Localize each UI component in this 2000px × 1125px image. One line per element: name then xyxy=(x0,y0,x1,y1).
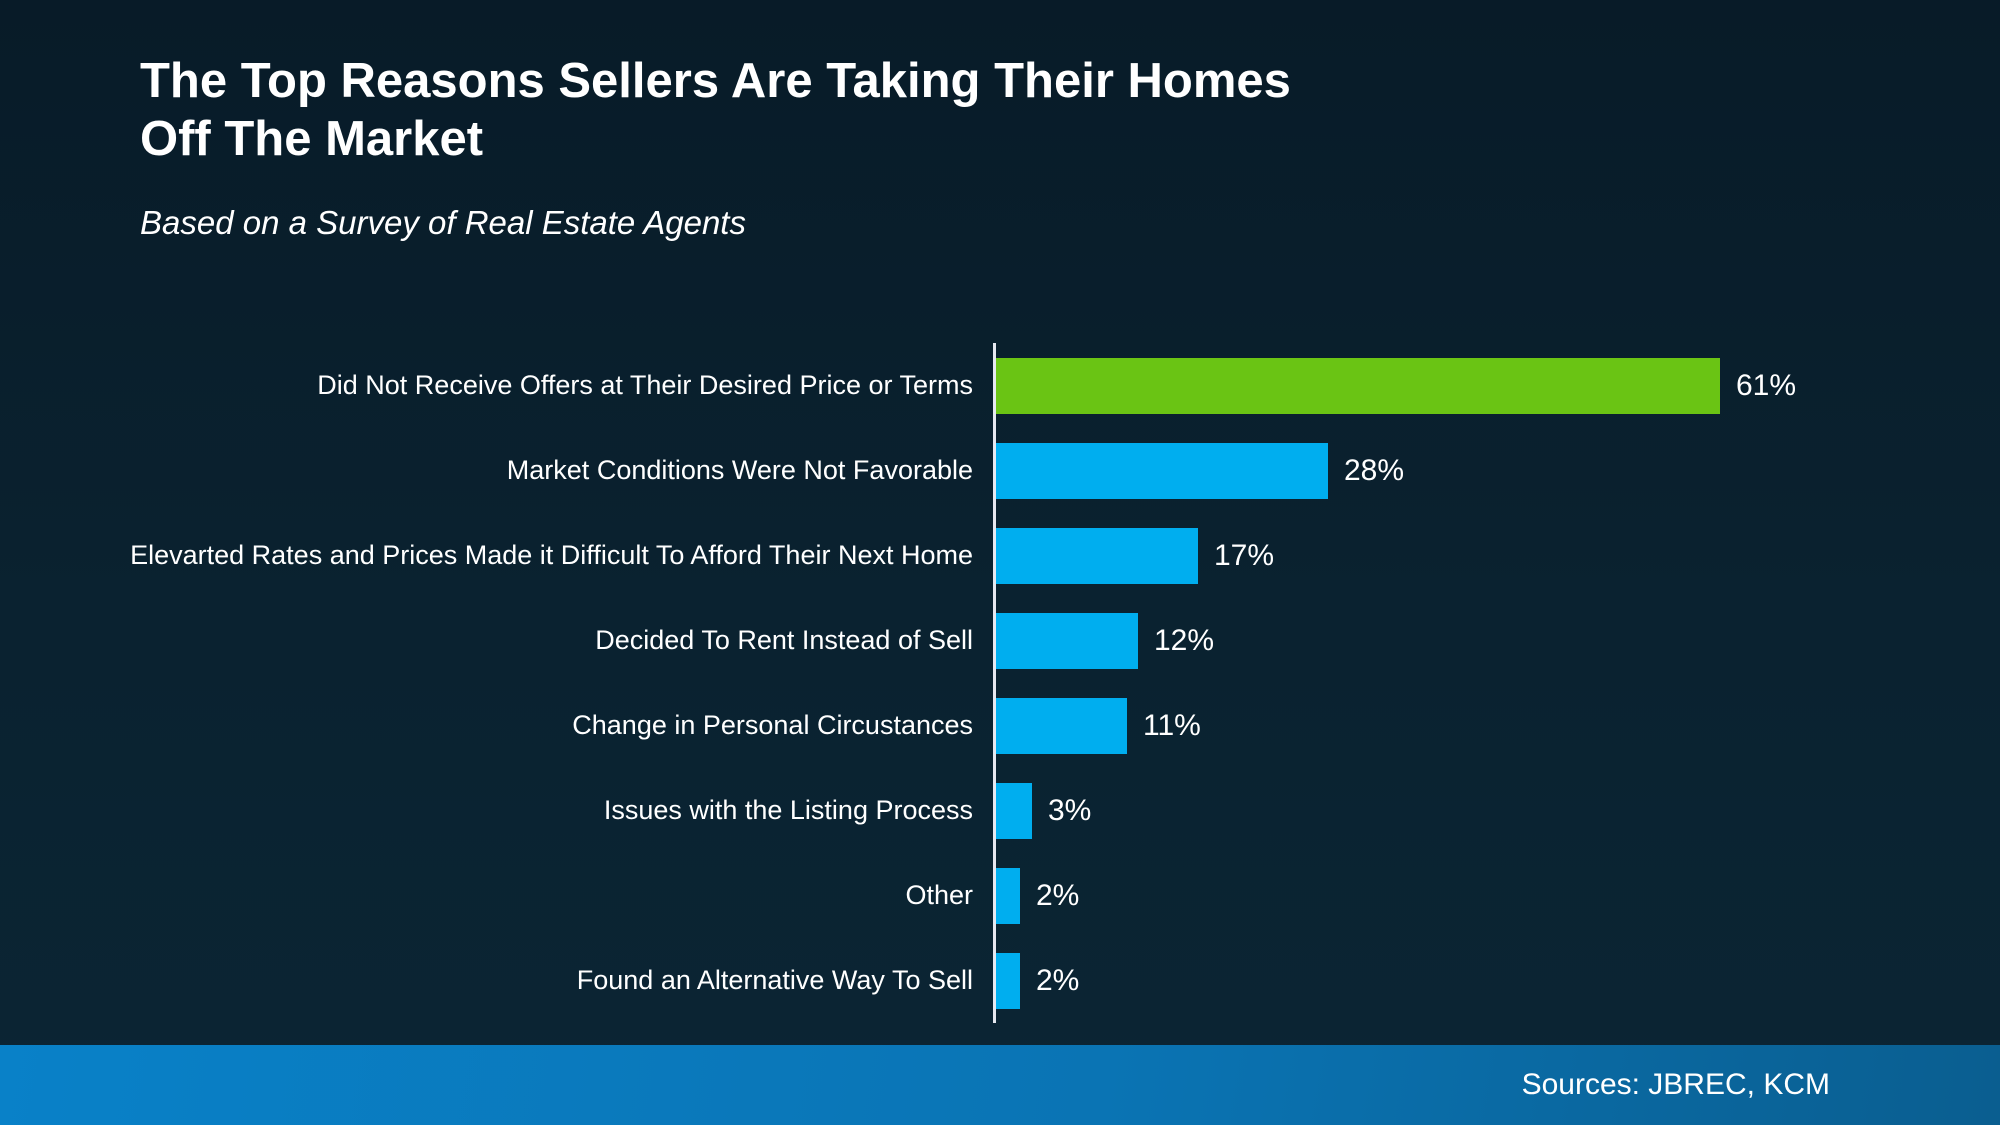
bar xyxy=(996,527,1198,584)
bar xyxy=(996,612,1138,669)
page-subtitle: Based on a Survey of Real Estate Agents xyxy=(140,204,746,241)
bar-value-label: 61% xyxy=(1736,368,1797,402)
bar xyxy=(996,697,1127,754)
bar-row: Market Conditions Were Not Favorable 28% xyxy=(0,428,2000,513)
bar-track: 11% xyxy=(993,683,2000,768)
bar xyxy=(996,357,1720,414)
chart-header: The Top Reasons Sellers Are Taking Their… xyxy=(140,52,1840,242)
bar xyxy=(996,952,1020,1009)
bar-track: 2% xyxy=(993,853,2000,938)
bar-value-label: 3% xyxy=(1048,793,1092,827)
bar-chart: Did Not Receive Offers at Their Desired … xyxy=(0,343,2000,1023)
bar-label: Other xyxy=(905,880,973,910)
bar xyxy=(996,442,1328,499)
page-title-line-1: The Top Reasons Sellers Are Taking Their… xyxy=(140,54,1291,108)
bar-label: Found an Alternative Way To Sell xyxy=(576,965,973,995)
bar-value-label: 12% xyxy=(1154,623,1215,657)
page-title: The Top Reasons Sellers Are Taking Their… xyxy=(140,52,1840,168)
bar-row: Found an Alternative Way To Sell 2% xyxy=(0,938,2000,1023)
bar-value-label: 11% xyxy=(1143,708,1201,742)
bar xyxy=(996,782,1032,839)
bar-label: Decided To Rent Instead of Sell xyxy=(595,625,973,655)
bar-value-label: 28% xyxy=(1344,453,1405,487)
bar-track: 61% xyxy=(993,343,2000,428)
bar-row: Decided To Rent Instead of Sell 12% xyxy=(0,598,2000,683)
bar-row: Change in Personal Circustances 11% xyxy=(0,683,2000,768)
bar-track: 28% xyxy=(993,428,2000,513)
bar-label: Market Conditions Were Not Favorable xyxy=(506,455,973,485)
y-axis-line xyxy=(993,343,996,1023)
bar-row: Did Not Receive Offers at Their Desired … xyxy=(0,343,2000,428)
bar-track: 2% xyxy=(993,938,2000,1023)
bar-row: Issues with the Listing Process 3% xyxy=(0,768,2000,853)
bar-label: Elevarted Rates and Prices Made it Diffi… xyxy=(130,540,973,570)
bar-label: Change in Personal Circustances xyxy=(572,710,973,740)
bar-value-label: 2% xyxy=(1036,963,1080,997)
bar-row: Other 2% xyxy=(0,853,2000,938)
bar-value-label: 17% xyxy=(1214,538,1275,572)
bar-value-label: 2% xyxy=(1036,878,1080,912)
bar-row: Elevarted Rates and Prices Made it Diffi… xyxy=(0,513,2000,598)
footer-bar: Sources: JBREC, KCM xyxy=(0,1045,2000,1125)
bar-label: Did Not Receive Offers at Their Desired … xyxy=(317,370,973,400)
bar-label: Issues with the Listing Process xyxy=(603,795,973,825)
bar-track: 12% xyxy=(993,598,2000,683)
page-title-line-2: Off The Market xyxy=(140,112,484,166)
bar-track: 17% xyxy=(993,513,2000,598)
sources-text: Sources: JBREC, KCM xyxy=(1521,1068,1830,1101)
bar xyxy=(996,867,1020,924)
bar-track: 3% xyxy=(993,768,2000,853)
